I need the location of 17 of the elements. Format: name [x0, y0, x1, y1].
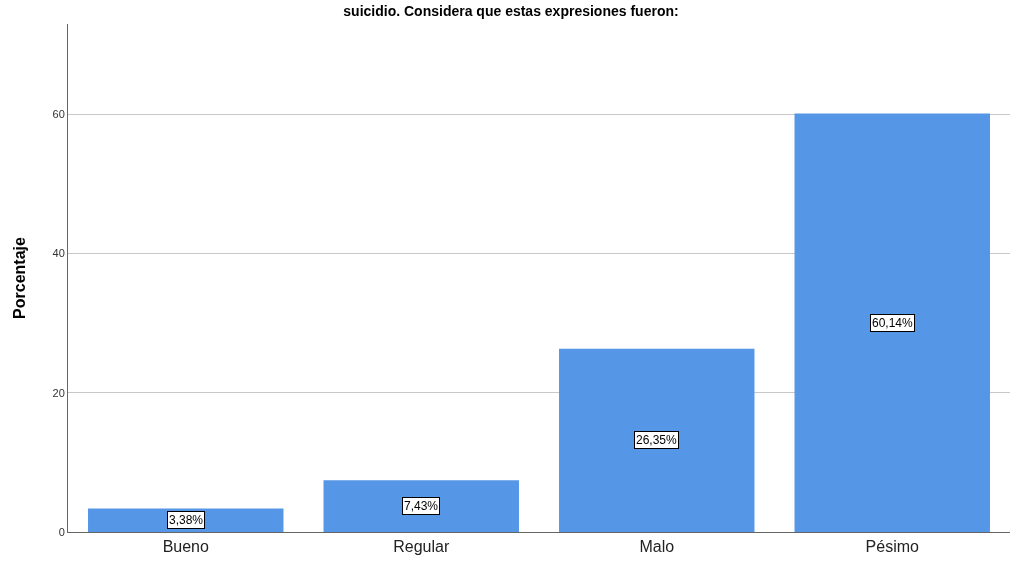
y-tick-label: 0	[58, 525, 65, 538]
y-tick-label: 20	[52, 386, 65, 399]
x-tick-label: Malo	[639, 538, 675, 556]
data-label: 26,35%	[636, 433, 678, 447]
x-tick-label: Pésimo	[865, 538, 920, 556]
bar	[323, 480, 519, 532]
data-label: 7,43%	[404, 499, 439, 513]
bar	[559, 348, 755, 532]
y-tick-label: 60	[52, 108, 65, 121]
x-tick-label: Regular	[393, 538, 450, 556]
chart-title: suicidio. Considera que estas expresiones fueron:	[343, 2, 679, 19]
data-label: 60,14%	[872, 316, 914, 330]
data-label: 3,38%	[169, 513, 204, 527]
x-tick-label: Bueno	[162, 538, 209, 556]
bar	[794, 113, 990, 532]
y-axis-title: Porcentaje	[11, 236, 29, 319]
y-tick-label: 40	[52, 247, 65, 260]
